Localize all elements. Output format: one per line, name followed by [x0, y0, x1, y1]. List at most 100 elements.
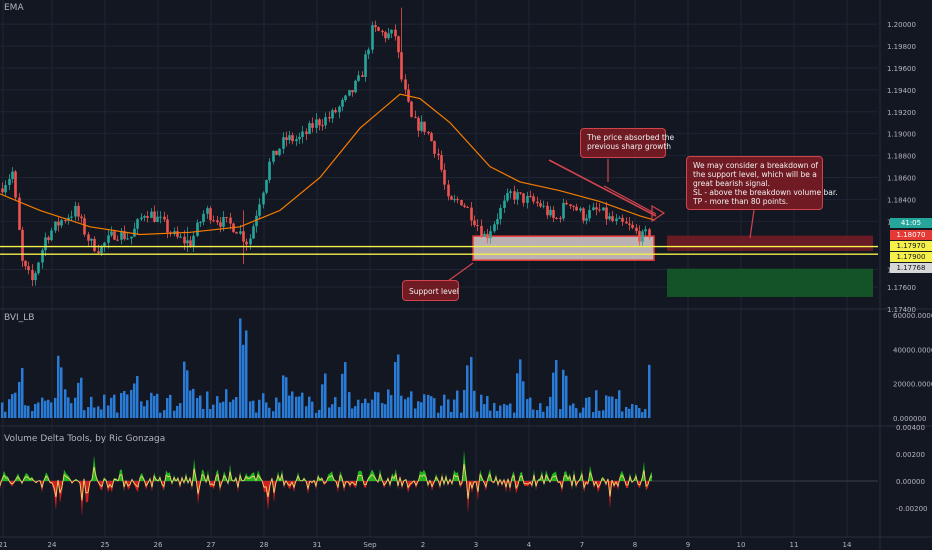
annotation-absorbed[interactable]: The price absorbed the previous sharp gr… [580, 128, 674, 158]
price-tick-label: 1.20000 [887, 21, 916, 29]
candle [176, 231, 179, 237]
annotation-support[interactable]: Support level [402, 280, 459, 301]
target-price-tag: 1.17768 [890, 263, 932, 273]
candle [275, 150, 278, 155]
volume-bar [404, 399, 407, 418]
delta-signal-line [0, 463, 653, 501]
candle [64, 220, 67, 222]
volume-bar [638, 407, 641, 418]
volume-bar [618, 390, 621, 418]
volume-bar [334, 397, 337, 418]
delta-area [284, 480, 286, 489]
volume-bar [585, 397, 588, 418]
delta-area [590, 465, 592, 481]
candle [18, 197, 21, 230]
volume-bar [357, 399, 360, 418]
candle [93, 238, 96, 252]
candle [443, 169, 446, 185]
candle [506, 192, 509, 201]
candle [47, 237, 50, 241]
volume-bar [123, 390, 126, 418]
volume-bar [486, 396, 489, 418]
delta-area [546, 470, 548, 481]
candle [575, 206, 578, 211]
volume-bar [311, 401, 314, 418]
delta-area [402, 480, 404, 490]
candle [602, 207, 605, 211]
candle [315, 119, 318, 128]
arrow-breakdown [749, 209, 755, 239]
price-tick-label: 1.19000 [887, 131, 916, 139]
candle [361, 75, 364, 77]
delta-area [400, 474, 402, 490]
volume-bar [255, 412, 258, 418]
volume-bar [107, 405, 110, 418]
candle [499, 207, 502, 220]
volume-bar [196, 397, 199, 418]
volume-bar [70, 403, 73, 418]
candle [288, 135, 291, 140]
candle [598, 209, 601, 211]
volume-bar [57, 355, 60, 418]
candle [572, 205, 575, 207]
volume-bar [552, 372, 555, 418]
candle [54, 221, 57, 231]
candle [291, 135, 294, 142]
volume-bar [430, 396, 433, 418]
volume-bar [631, 404, 634, 418]
volume-bar [189, 390, 192, 418]
candle [354, 80, 357, 93]
time-tick-label: 8 [633, 541, 637, 549]
volume-bar [532, 409, 535, 418]
volume-bar [64, 389, 67, 418]
candle [526, 195, 529, 203]
volume-bar [133, 383, 136, 418]
volume-bar [140, 401, 143, 418]
candle [381, 30, 384, 33]
candlestick-series [1, 7, 651, 287]
volume-bar [192, 388, 195, 418]
annotation-breakdown[interactable]: We may consider a breakdown of the suppo… [686, 156, 838, 210]
volume-bar [4, 411, 7, 418]
annotation-absorbed-line-2: previous sharp growth [587, 142, 672, 151]
candle [249, 238, 252, 245]
volume-bar [169, 394, 172, 418]
volume-bar [644, 409, 647, 418]
volume-bar [390, 395, 393, 418]
grid-lines [0, 0, 878, 537]
volume-bar [420, 402, 423, 418]
candle [156, 216, 159, 222]
candle [348, 90, 351, 96]
time-tick-label: 7 [580, 541, 584, 549]
candle [136, 219, 139, 229]
volume-bar [90, 396, 93, 418]
delta-area [84, 476, 86, 503]
candle [83, 218, 86, 235]
volume-bar [97, 406, 100, 418]
candle [57, 221, 60, 226]
delta-area [258, 470, 260, 481]
candle [357, 75, 360, 81]
volume-bar [282, 375, 285, 418]
candle [295, 139, 298, 142]
annotation-breakdown-line-1: We may consider a breakdown of [693, 161, 819, 170]
volume-bar [262, 393, 265, 418]
candle [592, 207, 595, 210]
volume-bar [437, 412, 440, 418]
volume-bar [341, 373, 344, 418]
volume-bar [598, 410, 601, 418]
volume-bar [595, 390, 598, 418]
candle [37, 262, 40, 274]
candle [126, 238, 129, 240]
volume-bar [268, 407, 271, 418]
volume-bar [285, 377, 288, 418]
candle [608, 216, 611, 220]
candle [216, 220, 219, 223]
annotation-breakdown-line-3: great bearish signal. [693, 179, 770, 188]
volume-bar [463, 389, 466, 418]
candle [14, 171, 17, 198]
volume-bar [31, 411, 34, 418]
delta-area [4, 470, 6, 481]
volume-bar [146, 400, 149, 418]
